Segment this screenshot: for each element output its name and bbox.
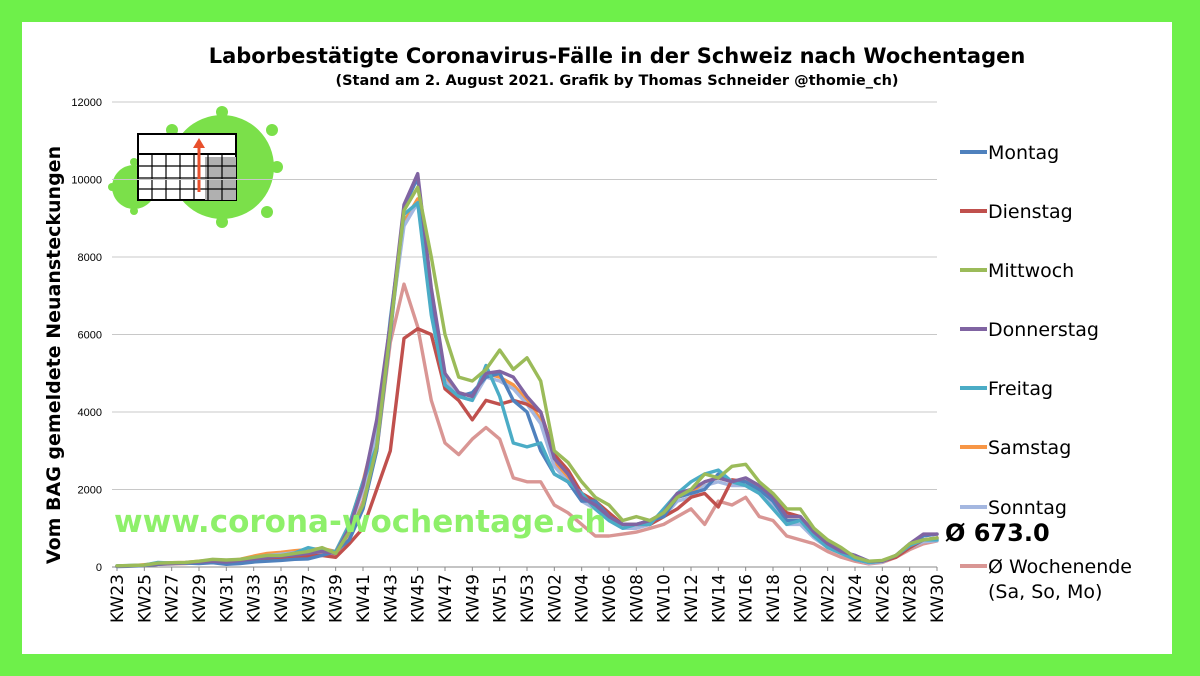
line-chart: Laborbestätigte Coronavirus-Fälle in der… [43,44,1132,623]
x-tick-label: KW28 [901,574,921,623]
x-tick-label: KW29 [190,574,210,623]
x-tick-label: KW18 [764,574,784,623]
legend-entry: Ø Wochenende [988,556,1132,578]
legend-entry: Dienstag [988,201,1073,223]
x-tick-label: KW16 [737,574,757,623]
y-tick-label: 8000 [78,252,102,264]
average-value-label: Ø 673.0 [945,519,1050,547]
legend: Montag Dienstag Mittwoch Donnerstag Freitag S… [960,142,1132,603]
logo [108,106,283,228]
y-axis-label: Vom BAG gemeldete Neuansteckungen [43,146,65,564]
x-tick-label: KW25 [135,574,155,623]
y-tick-label: 4000 [78,407,102,419]
chart-frame: Laborbestätigte Coronavirus-Fälle in der… [22,22,1172,654]
x-tick-label: KW02 [545,574,565,623]
x-tick-label: KW06 [600,574,620,623]
y-tick-label: 2000 [78,485,102,497]
gridlines [112,101,937,568]
legend-entry: Donnerstag [988,319,1099,341]
y-tick-label: 6000 [78,330,102,342]
x-tick-label: KW24 [846,574,866,623]
y-axis-ticks: 0 2000 4000 6000 8000 10000 12000 [71,97,102,574]
x-tick-label: KW26 [873,574,893,623]
chart-subtitle: (Stand am 2. August 2021. Grafik by Thom… [335,73,898,89]
y-tick-label: 12000 [71,97,102,109]
x-tick-label: KW51 [491,574,511,623]
legend-entry: Mittwoch [988,260,1074,282]
x-tick-label: KW10 [655,574,675,623]
legend-entry: Freitag [988,378,1053,400]
x-tick-label: KW23 [108,574,128,623]
x-tick-label: KW04 [573,574,593,623]
legend-entry: Montag [988,142,1059,164]
x-tick-label: KW49 [463,574,483,623]
x-tick-label: KW20 [791,574,811,623]
x-tick-label: KW39 [327,574,347,623]
x-tick-label: KW37 [299,574,319,623]
x-tick-label: KW35 [272,574,292,623]
x-tick-label: KW43 [381,574,401,623]
x-tick-label: KW12 [682,574,702,623]
x-tick-label: KW41 [354,574,374,623]
x-tick-label: KW33 [245,574,265,623]
x-tick-label: KW53 [518,574,538,623]
x-axis-ticks: KW23 KW25 KW27 KW29 KW31 KW33 KW35 KW37 KW39 KW41… [108,567,948,623]
x-tick-label: KW22 [819,574,839,623]
series-line-3 [115,185,939,568]
x-tick-label: KW47 [436,574,456,623]
y-tick-label: 0 [96,562,102,574]
x-tick-label: KW14 [709,574,729,623]
calendar-virus-icon [108,106,283,228]
legend-entry-subtitle: (Sa, So, Mo) [988,581,1102,603]
x-tick-label: KW08 [627,574,647,623]
watermark: www.corona-wochentage.ch [114,504,606,540]
x-tick-label: KW45 [409,574,429,623]
x-tick-label: KW27 [163,574,183,623]
legend-entry: Samstag [988,437,1071,459]
x-tick-label: KW31 [217,574,237,623]
x-tick-label: KW30 [928,574,948,623]
chart-title: Laborbestätigte Coronavirus-Fälle in der… [209,44,1026,68]
y-tick-label: 10000 [71,175,102,187]
series-lines [115,172,939,569]
legend-entry: Sonntag [988,497,1067,519]
